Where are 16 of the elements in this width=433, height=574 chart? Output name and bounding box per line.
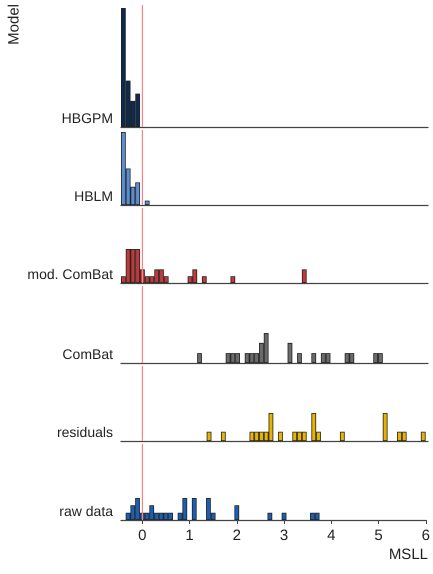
- x-tick-label: 6: [422, 527, 430, 544]
- x-tick-label: 2: [232, 527, 241, 544]
- x-tick-label: 4: [327, 527, 336, 544]
- y-axis-title: raw data: [59, 503, 114, 519]
- x-tick-label: 1: [185, 527, 194, 544]
- x-tick-label: 0: [138, 527, 146, 544]
- bar: [144, 200, 150, 205]
- y-axis-title: mod. ComBat: [27, 266, 114, 282]
- y-axis-title: residuals: [56, 424, 113, 440]
- x-tick-label: 3: [280, 527, 288, 544]
- y-axis-title: HBLM: [74, 188, 113, 204]
- text: Model: [6, 4, 22, 45]
- x-tick-label: 5: [374, 527, 383, 544]
- y-axis-title: HBGPM: [62, 110, 113, 126]
- x-axis-title: MSLL: [388, 546, 428, 563]
- y-axis-title: ComBat: [62, 346, 114, 362]
